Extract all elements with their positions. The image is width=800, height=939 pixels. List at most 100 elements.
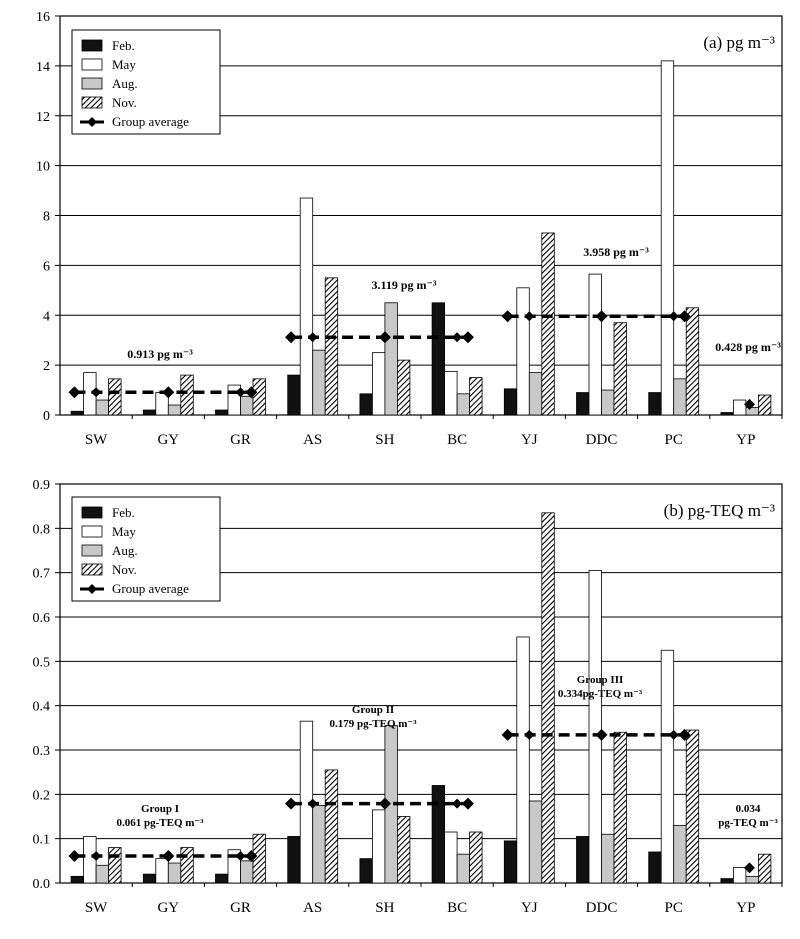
x-tick-label: YJ <box>521 900 538 916</box>
legend-label: Feb. <box>112 505 135 520</box>
legend-swatch <box>87 584 97 594</box>
x-tick-label: GY <box>157 900 179 916</box>
bar-aug <box>601 833 615 884</box>
bar-aug <box>312 349 326 416</box>
group-average-marker <box>379 798 390 809</box>
group-average-marker <box>744 862 756 874</box>
bar-may <box>733 867 747 884</box>
group-average-marker <box>163 850 174 861</box>
bar-nov <box>180 847 194 884</box>
bar-feb <box>215 409 229 416</box>
bar-nov <box>758 853 772 884</box>
y-tick-label: 16 <box>36 10 50 25</box>
x-tick-label: DDC <box>586 432 618 448</box>
bar-nov <box>396 816 411 884</box>
legend-swatch <box>81 58 103 71</box>
bar-nov <box>685 729 700 884</box>
legend-swatch <box>81 96 103 109</box>
y-tick-label: 0.1 <box>33 833 51 848</box>
group-average-marker <box>68 849 81 862</box>
bar-may <box>733 399 747 416</box>
y-tick-label: 0.4 <box>33 700 51 715</box>
bar-feb <box>287 374 301 416</box>
group-average-marker <box>501 728 514 741</box>
bar-feb <box>359 858 373 884</box>
legend-swatch <box>81 506 103 519</box>
panel-a: 0 2 4 6 8 10 12 14 16 SW GY GR AS SH BC YJ DDC PC YP 0.913 … <box>36 10 783 448</box>
group-average-marker <box>524 311 535 322</box>
panel-b: 0.0 0.1 0.2 0.3 0.4 0.5 0.6 0.7 0.8 0.9 SW GY GR AS SH… <box>33 478 783 916</box>
group-average-marker <box>744 398 756 410</box>
x-tick-label: PC <box>665 432 683 448</box>
x-tick-label: GR <box>230 432 251 448</box>
y-tick-label: 0.0 <box>33 877 51 892</box>
group-average-marker <box>596 311 607 322</box>
legend-label: May <box>112 524 136 539</box>
bar-aug <box>384 302 398 416</box>
bar-feb <box>142 409 157 416</box>
bar-nov <box>108 847 122 884</box>
bar-feb <box>503 388 518 416</box>
legend-swatch <box>81 39 103 52</box>
legend-label: Group average <box>112 114 189 129</box>
legend-swatch <box>81 563 103 576</box>
legend-label: May <box>112 57 136 72</box>
group-average-label: Group II <box>352 704 394 716</box>
y-tick-label: 0.8 <box>33 522 51 537</box>
group-average-marker <box>461 331 474 344</box>
x-tick-label: SW <box>85 432 108 448</box>
group-average-label: 0.034 <box>736 803 761 815</box>
y-tick-label: 0.2 <box>33 788 51 803</box>
bar-feb <box>431 785 446 884</box>
bar-nov <box>252 833 266 884</box>
x-tick-label: BC <box>447 900 467 916</box>
legend-swatch <box>87 117 97 127</box>
y-tick-label: 0.6 <box>33 611 51 626</box>
bar-feb <box>431 302 446 416</box>
bar-feb <box>215 873 229 884</box>
group-average-marker <box>285 797 298 810</box>
bar-may <box>371 809 386 884</box>
x-tick-label: SH <box>375 900 394 916</box>
bar-aug <box>601 389 615 416</box>
legend-label: Nov. <box>112 562 137 577</box>
bar-nov <box>613 731 627 884</box>
x-tick-label: PC <box>665 900 683 916</box>
legend-label: Nov. <box>112 95 137 110</box>
group-average-marker <box>245 386 258 399</box>
y-tick-label: 0.5 <box>33 655 51 670</box>
group-average-marker <box>668 729 679 740</box>
bar-may <box>516 287 530 416</box>
group-average-marker <box>245 849 258 862</box>
panel-title: (b) pg-TEQ m⁻³ <box>664 501 775 520</box>
bar-feb <box>503 840 518 884</box>
bar-feb <box>576 836 590 884</box>
group-average-label: 0.913 pg m⁻³ <box>127 347 193 361</box>
x-tick-label: SW <box>85 900 108 916</box>
group-average-label: Group I <box>141 803 179 815</box>
bar-aug <box>167 862 182 884</box>
legend-label: Group average <box>112 581 189 596</box>
bar-may <box>588 570 602 884</box>
x-tick-label: GR <box>230 900 251 916</box>
bar-feb <box>70 875 84 884</box>
legend-label: Aug. <box>112 76 138 91</box>
bar-aug <box>528 800 543 884</box>
group-average-marker <box>596 729 607 740</box>
bar-feb <box>70 410 84 416</box>
group-average-marker <box>452 798 463 809</box>
x-tick-label: AS <box>303 432 322 448</box>
bar-nov <box>396 359 411 416</box>
bar-nov <box>758 394 772 416</box>
bar-aug <box>673 378 687 416</box>
bar-aug <box>673 824 687 884</box>
bar-nov <box>541 512 555 884</box>
x-tick-label: YP <box>736 432 755 448</box>
group-average-marker <box>379 332 390 343</box>
x-tick-label: YJ <box>521 432 538 448</box>
group-average-label: 3.119 pg m⁻³ <box>372 278 437 292</box>
bar-nov <box>469 377 483 416</box>
bar-nov <box>252 378 266 416</box>
legend-swatch <box>81 544 103 557</box>
